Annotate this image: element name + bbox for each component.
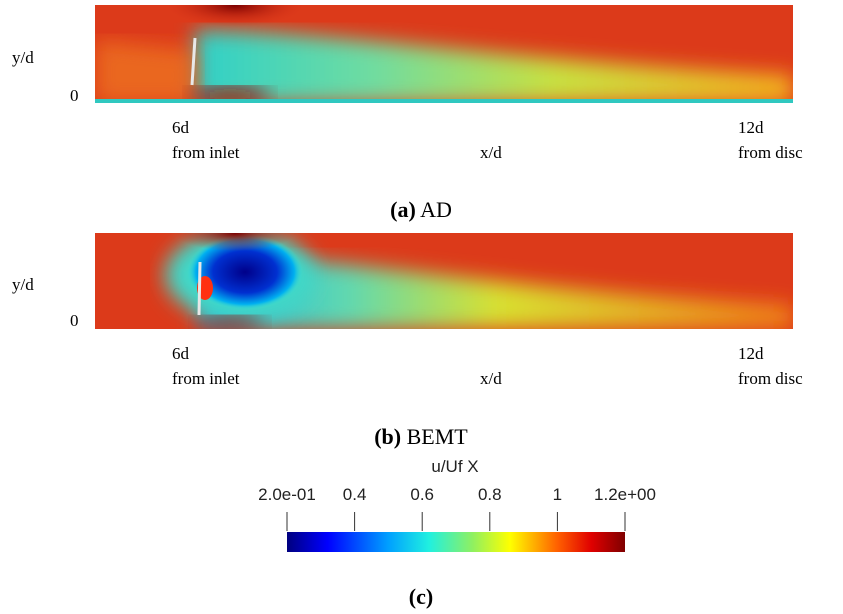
caption-letter: (b) (374, 424, 401, 449)
y-label: y/d (12, 48, 34, 67)
caption-text: BEMT (407, 424, 469, 449)
y-label: y/d (12, 275, 34, 294)
colorbar-tick-label: 0.4 (343, 485, 367, 504)
x-end: 12d (738, 118, 764, 137)
contour-bemt (95, 233, 793, 329)
colorbar-tick-label: 0.8 (478, 485, 502, 504)
caption: (c) (409, 584, 433, 609)
caption-letter: (a) (390, 197, 416, 222)
x-end: 12d (738, 344, 764, 363)
x-start: 6d (172, 344, 190, 363)
colorbar-ticks: 2.0e-01 0.4 0.6 0.8 1 1.2e+00 (258, 485, 656, 531)
zero-label: 0 (70, 86, 79, 105)
contour-ad (95, 5, 793, 103)
caption: (b) BEMT (374, 424, 468, 449)
colorbar-tick-label: 2.0e-01 (258, 485, 316, 504)
caption-text: AD (420, 197, 452, 222)
x-end-note: from disc (738, 369, 803, 388)
colorbar-tick-label: 1.2e+00 (594, 485, 656, 504)
x-label: x/d (480, 369, 502, 388)
zero-label: 0 (70, 311, 79, 330)
colorbar (287, 532, 625, 552)
x-end-note: from disc (738, 143, 803, 162)
caption: (a) AD (390, 197, 452, 222)
colorbar-tick-label: 0.6 (410, 485, 434, 504)
colorbar-title: u/Uf X (431, 457, 478, 476)
x-label: x/d (480, 143, 502, 162)
x-start: 6d (172, 118, 190, 137)
x-start-note: from inlet (172, 143, 240, 162)
x-start-note: from inlet (172, 369, 240, 388)
colorbar-tick-label: 1 (553, 485, 562, 504)
